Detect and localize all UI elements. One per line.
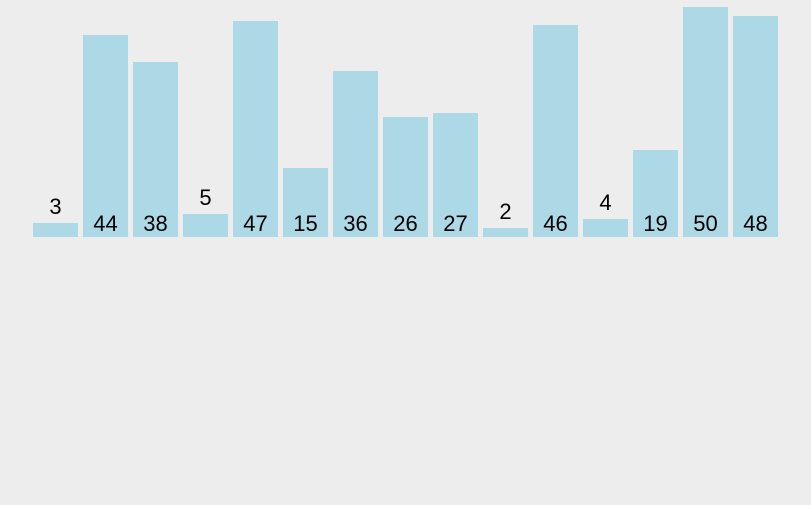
bar: 44 <box>83 34 128 237</box>
bar: 5 <box>183 185 228 237</box>
bar: 19 <box>633 149 678 237</box>
bar: 50 <box>683 7 728 237</box>
bar: 38 <box>133 62 178 237</box>
bar: 46 <box>533 25 578 237</box>
bar-value-label: 2 <box>499 198 512 224</box>
bar: 48 <box>733 16 778 237</box>
bar: 2 <box>483 199 528 237</box>
bar-value-label: 48 <box>743 211 768 236</box>
bar: 3 <box>33 194 78 237</box>
bar: 47 <box>233 20 278 237</box>
bar-value-label: 4 <box>599 189 612 215</box>
bar: 26 <box>383 117 428 237</box>
bar: 15 <box>283 168 328 237</box>
bar: 27 <box>433 112 478 237</box>
bar-value-label: 36 <box>343 211 368 236</box>
bar-value-label: 50 <box>693 211 718 236</box>
bar: 36 <box>333 71 378 237</box>
bar-value-label: 38 <box>143 211 168 236</box>
bar-value-label: 19 <box>643 211 668 236</box>
bar-value-label: 44 <box>93 211 118 236</box>
bar-value-label: 46 <box>543 211 568 236</box>
bar-value-label: 15 <box>293 211 318 236</box>
bar-value-label: 27 <box>443 211 468 236</box>
bar-value-label: 47 <box>243 211 268 236</box>
bar: 4 <box>583 190 628 237</box>
bar-value-label: 5 <box>199 185 212 210</box>
bar-value-label: 3 <box>49 194 62 220</box>
bar-value-label: 26 <box>393 211 418 236</box>
